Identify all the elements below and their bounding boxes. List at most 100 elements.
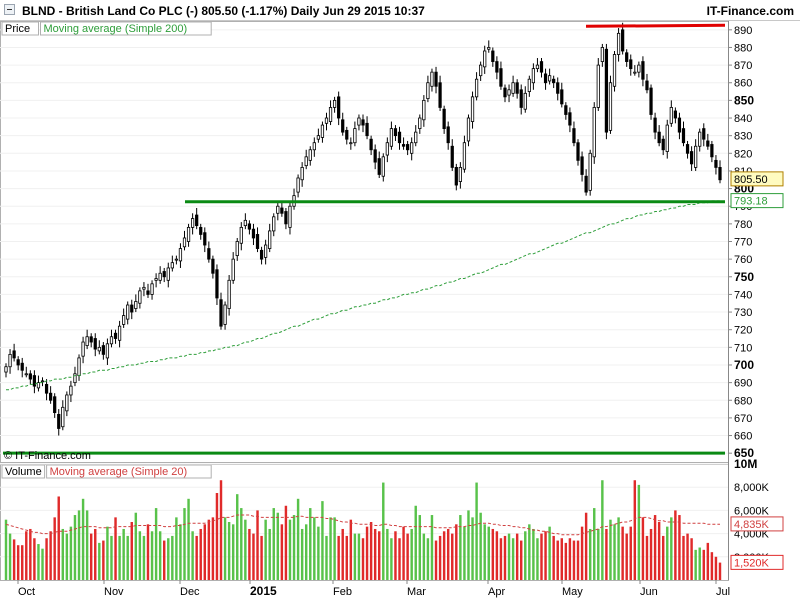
volume-bar-down (21, 545, 24, 580)
down-candle (625, 49, 629, 67)
up-candle (166, 262, 170, 288)
volume-bar-down (94, 528, 97, 580)
volume-bar-up (666, 526, 669, 580)
candle-body (324, 117, 329, 124)
volume-bar-up (528, 524, 531, 580)
candle-body (694, 145, 698, 168)
candle-body (491, 50, 495, 62)
candle-body (450, 145, 454, 168)
up-candle (385, 137, 389, 163)
candle-body (507, 89, 511, 96)
volume-bar-up (231, 524, 235, 580)
down-candle (146, 283, 150, 298)
up-candle (694, 139, 698, 171)
up-candle (381, 153, 385, 182)
volume-ma-value-label: 4,835K (734, 519, 770, 531)
volume-bar-up (98, 542, 101, 580)
volume-bar-down (621, 526, 624, 580)
volume-bar-up (325, 535, 328, 580)
up-candle (357, 114, 361, 131)
candle-body (539, 61, 544, 73)
volume-bar-up (8, 533, 12, 580)
up-candle (474, 72, 479, 101)
brand-name: IT-Finance.com (706, 4, 794, 18)
volume-bar-up (292, 515, 296, 580)
volume-bar-up (390, 538, 393, 580)
candle-body (665, 124, 669, 152)
down-candle (93, 333, 97, 357)
volume-bar-up (4, 519, 8, 580)
candle-body (296, 177, 300, 193)
candle-body (93, 338, 97, 350)
last-price-label: 805.50 (734, 174, 768, 186)
volume-bar-down (682, 535, 685, 580)
volume-bar-up (353, 533, 357, 580)
up-candle (507, 84, 511, 103)
up-candle (178, 243, 183, 268)
down-candle (57, 409, 61, 436)
up-candle (527, 75, 531, 97)
candle-body (653, 117, 657, 133)
candle-body (57, 413, 61, 429)
volume-tick-label: 10M (734, 457, 757, 471)
candle-body (702, 128, 706, 140)
candle-body (219, 299, 223, 327)
volume-bar-down (284, 505, 288, 580)
volume-bar-down (89, 533, 93, 580)
volume-bar-down (12, 539, 16, 580)
up-candle (231, 252, 235, 284)
candle-body (345, 129, 349, 140)
candlestick-series (4, 22, 722, 436)
up-candle (85, 329, 89, 350)
volume-moving-average-line (5, 514, 720, 536)
volume-bar-down (564, 542, 568, 580)
candle-body (706, 140, 710, 147)
down-candle (20, 357, 24, 378)
volume-legend-box (46, 464, 212, 479)
candle-body (223, 304, 227, 325)
down-candle (718, 160, 722, 184)
up-candle (239, 222, 243, 251)
volume-bar-down (446, 528, 450, 580)
up-candle (422, 95, 426, 127)
price-tick-label: 750 (734, 270, 754, 284)
down-candle (446, 121, 450, 150)
volume-bar-up (313, 517, 316, 580)
down-candle (211, 255, 215, 279)
price-grid (0, 21, 729, 463)
volume-bar-down (552, 535, 555, 580)
up-candle (122, 308, 126, 328)
down-candle (454, 163, 458, 191)
volume-bar-up (309, 508, 312, 580)
volume-legend-item: Moving average (Simple 20) (50, 466, 188, 478)
volume-bar-down (33, 538, 36, 580)
down-candle (519, 84, 523, 115)
up-candle (353, 121, 357, 147)
volume-bar-up (65, 533, 69, 580)
volume-bar-up (110, 535, 113, 580)
down-candle (677, 112, 682, 140)
up-candle (138, 287, 142, 309)
volume-bar-down (280, 524, 284, 580)
x-tick-label: 2015 (250, 584, 277, 598)
up-candle (466, 114, 471, 147)
volume-bar-up (85, 510, 89, 580)
up-candle (612, 50, 617, 92)
down-candle (365, 116, 369, 140)
candle-body (552, 78, 556, 84)
volume-bar-up (227, 522, 231, 580)
up-candle (698, 128, 702, 152)
down-candle (645, 73, 649, 94)
up-candle (117, 320, 122, 348)
price-tick-label: 700 (734, 358, 754, 372)
candle-body (523, 92, 527, 110)
volume-bar-down (653, 515, 657, 580)
down-candle (442, 105, 446, 134)
volume-bar-down (633, 480, 637, 580)
up-candle (276, 200, 280, 221)
volume-bar-down (16, 545, 20, 580)
volume-bar-up (414, 505, 417, 580)
minimize-icon[interactable] (4, 4, 15, 15)
candle-body (677, 117, 682, 133)
up-candle (669, 100, 673, 127)
